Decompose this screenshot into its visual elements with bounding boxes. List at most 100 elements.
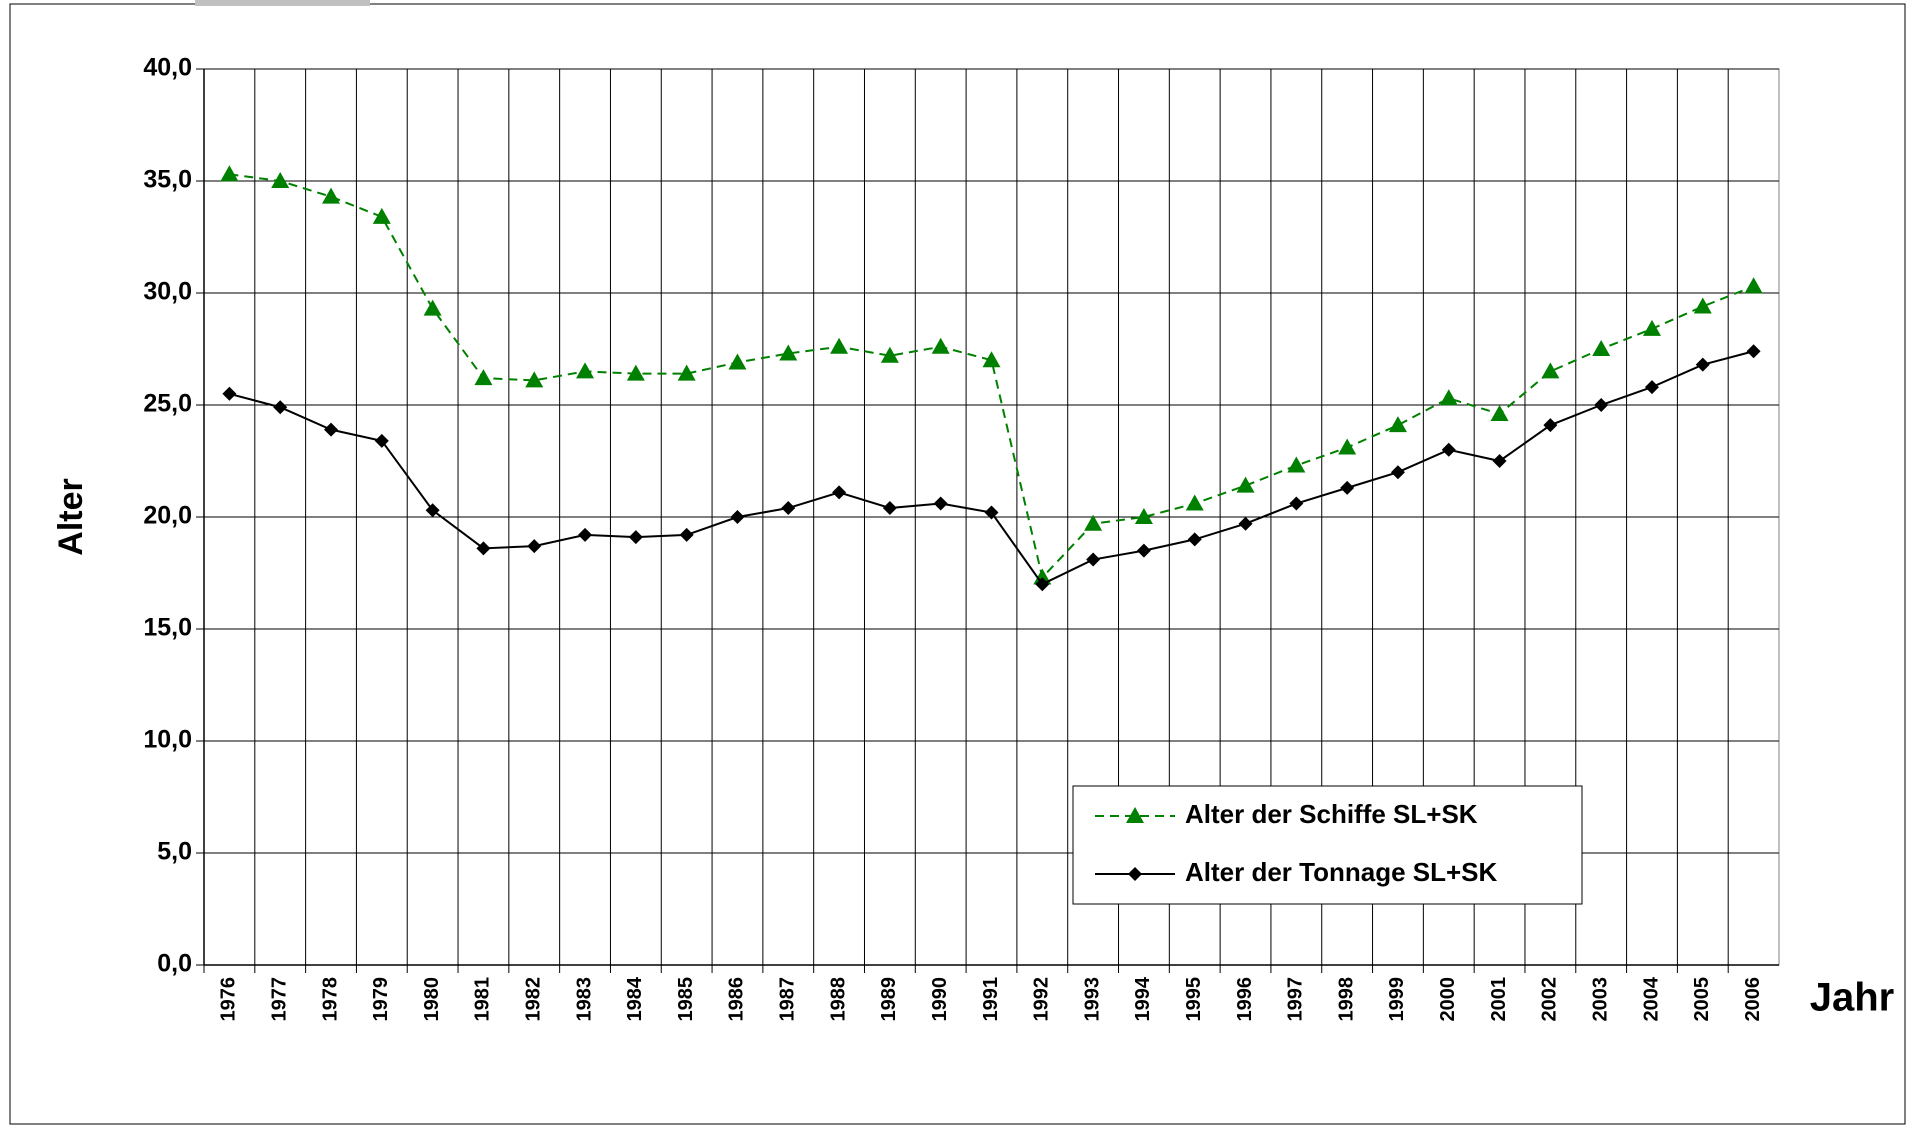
triangle-marker <box>830 337 849 354</box>
x-tick-label: 2001 <box>1488 977 1510 1022</box>
x-tick-label: 1983 <box>573 977 595 1022</box>
diamond-marker <box>781 501 796 516</box>
y-tick-label: 20,0 <box>143 502 192 530</box>
diamond-marker <box>425 503 440 518</box>
diamond-marker <box>628 530 643 545</box>
triangle-marker <box>1287 456 1306 473</box>
x-axis-title: Jahr <box>1810 976 1895 1020</box>
diamond-marker <box>1441 442 1456 457</box>
diamond-marker <box>578 527 593 542</box>
x-tick-label: 1990 <box>929 977 951 1022</box>
triangle-marker <box>1744 277 1763 294</box>
y-tick-label: 10,0 <box>143 726 192 754</box>
triangle-marker <box>626 364 645 381</box>
legend-marker <box>1128 867 1142 881</box>
diamond-marker <box>933 496 948 511</box>
triangle-marker <box>982 351 1001 368</box>
x-tick-label: 1991 <box>980 977 1002 1022</box>
x-tick-label: 1992 <box>1031 977 1053 1022</box>
triangle-marker <box>322 187 341 204</box>
diamond-marker <box>882 501 897 516</box>
y-tick-label: 5,0 <box>157 838 192 866</box>
triangle-marker <box>525 371 544 388</box>
diamond-marker <box>1644 380 1659 395</box>
x-tick-label: 1986 <box>726 977 748 1022</box>
diamond-marker <box>1390 465 1405 480</box>
diamond-marker <box>324 422 339 437</box>
triangle-marker <box>677 364 696 381</box>
diamond-marker <box>730 510 745 524</box>
x-tick-label: 1980 <box>421 977 443 1022</box>
diamond-marker <box>374 433 389 448</box>
y-tick-label: 0,0 <box>157 950 192 978</box>
x-tick-label: 1988 <box>827 977 849 1022</box>
diamond-marker <box>1136 543 1151 558</box>
triangle-marker <box>1236 476 1255 493</box>
x-tick-label: 1998 <box>1335 977 1357 1022</box>
legend-box <box>1072 785 1583 905</box>
diamond-marker <box>1543 418 1558 433</box>
triangle-marker <box>220 165 239 182</box>
diamond-marker <box>1492 454 1507 468</box>
x-tick-label: 1994 <box>1132 976 1154 1021</box>
triangle-marker <box>372 207 391 224</box>
diamond-marker <box>679 527 694 542</box>
x-tick-label: 2004 <box>1640 976 1662 1021</box>
x-tick-label: 2005 <box>1691 977 1713 1022</box>
triangle-marker <box>1439 389 1458 406</box>
x-tick-label: 1989 <box>878 977 900 1022</box>
triangle-marker <box>1642 319 1661 336</box>
triangle-marker <box>1084 514 1103 531</box>
triangle-marker <box>1185 494 1204 511</box>
diamond-marker <box>476 541 491 556</box>
diamond-marker <box>984 505 999 520</box>
x-tick-label: 1985 <box>675 977 697 1022</box>
triangle-marker <box>423 299 442 316</box>
legend-label: Alter der Schiffe SL+SK <box>1185 799 1478 829</box>
y-tick-label: 40,0 <box>143 54 192 82</box>
triangle-marker <box>931 337 950 354</box>
diamond-marker <box>1340 480 1355 495</box>
triangle-marker <box>576 362 595 379</box>
triangle-marker <box>1388 416 1407 433</box>
y-tick-label: 25,0 <box>143 390 192 418</box>
x-tick-label: 1977 <box>268 977 290 1022</box>
triangle-marker <box>271 172 290 188</box>
triangle-marker <box>1338 438 1357 455</box>
x-tick-label: 1978 <box>319 977 341 1022</box>
x-tick-label: 1984 <box>624 976 646 1021</box>
triangle-marker <box>1693 297 1712 314</box>
x-tick-label: 1979 <box>370 977 392 1022</box>
diamond-marker <box>1695 357 1710 372</box>
toolbar-fragment <box>195 0 370 6</box>
triangle-marker <box>1490 404 1509 421</box>
diamond-marker <box>1238 516 1253 531</box>
legend-label: Alter der Tonnage SL+SK <box>1185 857 1498 887</box>
x-tick-label: 2003 <box>1589 977 1611 1022</box>
y-tick-label: 15,0 <box>143 614 192 642</box>
x-tick-label: 1987 <box>777 977 799 1022</box>
legend-marker <box>1126 807 1144 823</box>
diamond-marker <box>832 485 847 500</box>
triangle-marker <box>1541 362 1560 379</box>
y-axis-title: Alter <box>52 478 90 555</box>
diamond-marker <box>1086 552 1101 567</box>
triangle-marker <box>474 369 493 386</box>
x-tick-label: 1982 <box>523 977 545 1022</box>
diamond-marker <box>1187 532 1202 547</box>
x-tick-label: 1976 <box>218 977 240 1022</box>
diamond-marker <box>1035 577 1050 592</box>
diamond-marker <box>527 539 542 554</box>
x-tick-label: 1999 <box>1386 977 1408 1022</box>
x-tick-label: 1993 <box>1081 977 1103 1022</box>
triangle-marker <box>779 344 798 361</box>
x-tick-label: 2000 <box>1437 977 1459 1022</box>
triangle-marker <box>880 346 899 363</box>
diamond-marker <box>1289 496 1304 511</box>
x-tick-label: 2002 <box>1539 977 1561 1022</box>
y-tick-label: 35,0 <box>143 166 192 194</box>
triangle-marker <box>728 353 747 370</box>
x-tick-label: 2006 <box>1742 977 1764 1022</box>
x-tick-label: 1981 <box>472 977 494 1022</box>
